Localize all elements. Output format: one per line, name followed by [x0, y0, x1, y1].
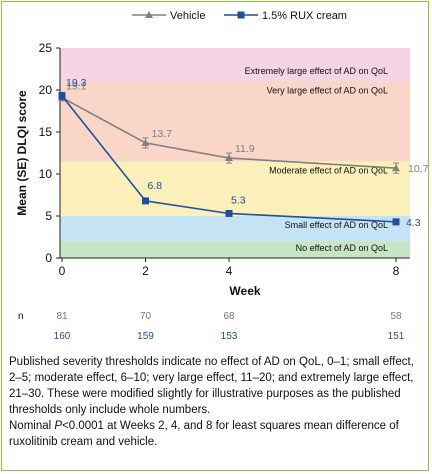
data-point-0-1 [141, 138, 150, 146]
data-label-0-2: 11.9 [235, 143, 255, 155]
y-tick-label-2: 10 [39, 167, 53, 181]
legend-label-0: Vehicle [170, 10, 205, 22]
dlqi-line-chart: No effect of AD on QoL Small effect of AD… [15, 10, 429, 342]
y-tick-label-3: 15 [39, 125, 53, 139]
y-tick-label-0: 0 [45, 251, 52, 265]
series-layer: 19.1 13.7 11.9 10.7 19.3 6.8 5.3 4.3 [58, 77, 429, 229]
data-point-1-0 [58, 92, 66, 100]
y-tick-label-5: 25 [39, 41, 53, 55]
y-tick-label-4: 20 [39, 83, 53, 97]
data-label-1-3: 4.3 [406, 217, 421, 229]
data-point-0-3 [392, 164, 400, 172]
n-vehicle-0: 81 [56, 311, 68, 322]
n-vehicle-1: 70 [140, 311, 152, 322]
data-point-1-3 [392, 218, 400, 226]
footnote-pvalue-pre: Nominal [9, 420, 55, 432]
data-label-1-0: 19.3 [66, 77, 87, 89]
n-vehicle-3: 58 [390, 311, 402, 322]
severity-band-label-4: Extremely large effect of AD on QoL [245, 66, 388, 76]
severity-band-label-3: Very large effect of AD on QoL [267, 86, 388, 96]
x-tick-label-0: 0 [59, 264, 66, 278]
series-line-0 [61, 96, 397, 169]
footnote: Published severity thresholds indicate n… [9, 354, 425, 450]
severity-bands: No effect of AD on QoL Small effect of AD… [60, 48, 410, 258]
severity-band-2 [60, 161, 410, 216]
severity-band-label-0: No effect of AD on QoL [296, 243, 388, 253]
data-label-0-0: 19.1 [66, 81, 87, 93]
data-point-1-2 [225, 209, 233, 217]
footnote-pvalue: Nominal P<0.0001 at Weeks 2, 4, and 8 fo… [9, 418, 425, 450]
x-axis-title: Week [229, 284, 260, 298]
legend: Vehicle 1.5% RUX cream [132, 10, 347, 22]
n-rux-1: 159 [137, 331, 154, 342]
footnote-thresholds: Published severity thresholds indicate n… [9, 356, 414, 416]
footnote-pvalue-post: <0.0001 at Weeks 2, 4, and 8 for least s… [9, 420, 399, 448]
y-axis-title: Mean (SE) DLQI score [15, 90, 29, 216]
n-row-label: n [18, 311, 24, 322]
severity-band-3 [60, 81, 410, 162]
x-tick-label-1: 2 [142, 264, 149, 278]
n-rux-3: 151 [388, 331, 405, 342]
severity-band-4 [60, 48, 410, 82]
y-tick-label-1: 5 [45, 209, 52, 223]
n-rux-2: 153 [221, 331, 238, 342]
footnote-pvalue-italic: P [54, 420, 63, 432]
data-point-1-1 [142, 197, 149, 205]
legend-marker-1 [237, 11, 245, 19]
data-label-0-3: 10.7 [408, 163, 429, 175]
data-label-1-1: 6.8 [148, 180, 163, 192]
data-label-1-2: 5.3 [231, 194, 246, 206]
n-table: n 81 70 68 58 160 159 153 151 [18, 311, 405, 342]
legend-label-1: 1.5% RUX cream [262, 10, 347, 22]
axes: 0 5 10 15 20 25 0 2 4 8 Week Mean (SE) DLQI score [15, 41, 410, 298]
severity-band-0 [60, 241, 410, 258]
legend-marker-0 [145, 11, 153, 18]
n-rux-0: 160 [54, 331, 71, 342]
data-label-0-1: 13.7 [152, 128, 173, 140]
x-tick-label-3: 8 [393, 264, 400, 278]
x-tick-label-2: 4 [226, 264, 233, 278]
series-line-1 [61, 95, 397, 223]
severity-band-label-1: Small effect of AD on QoL [285, 220, 388, 230]
n-vehicle-2: 68 [223, 311, 235, 322]
data-point-0-2 [225, 154, 233, 162]
severity-band-label-2: Moderate effect of AD on QoL [269, 165, 388, 175]
